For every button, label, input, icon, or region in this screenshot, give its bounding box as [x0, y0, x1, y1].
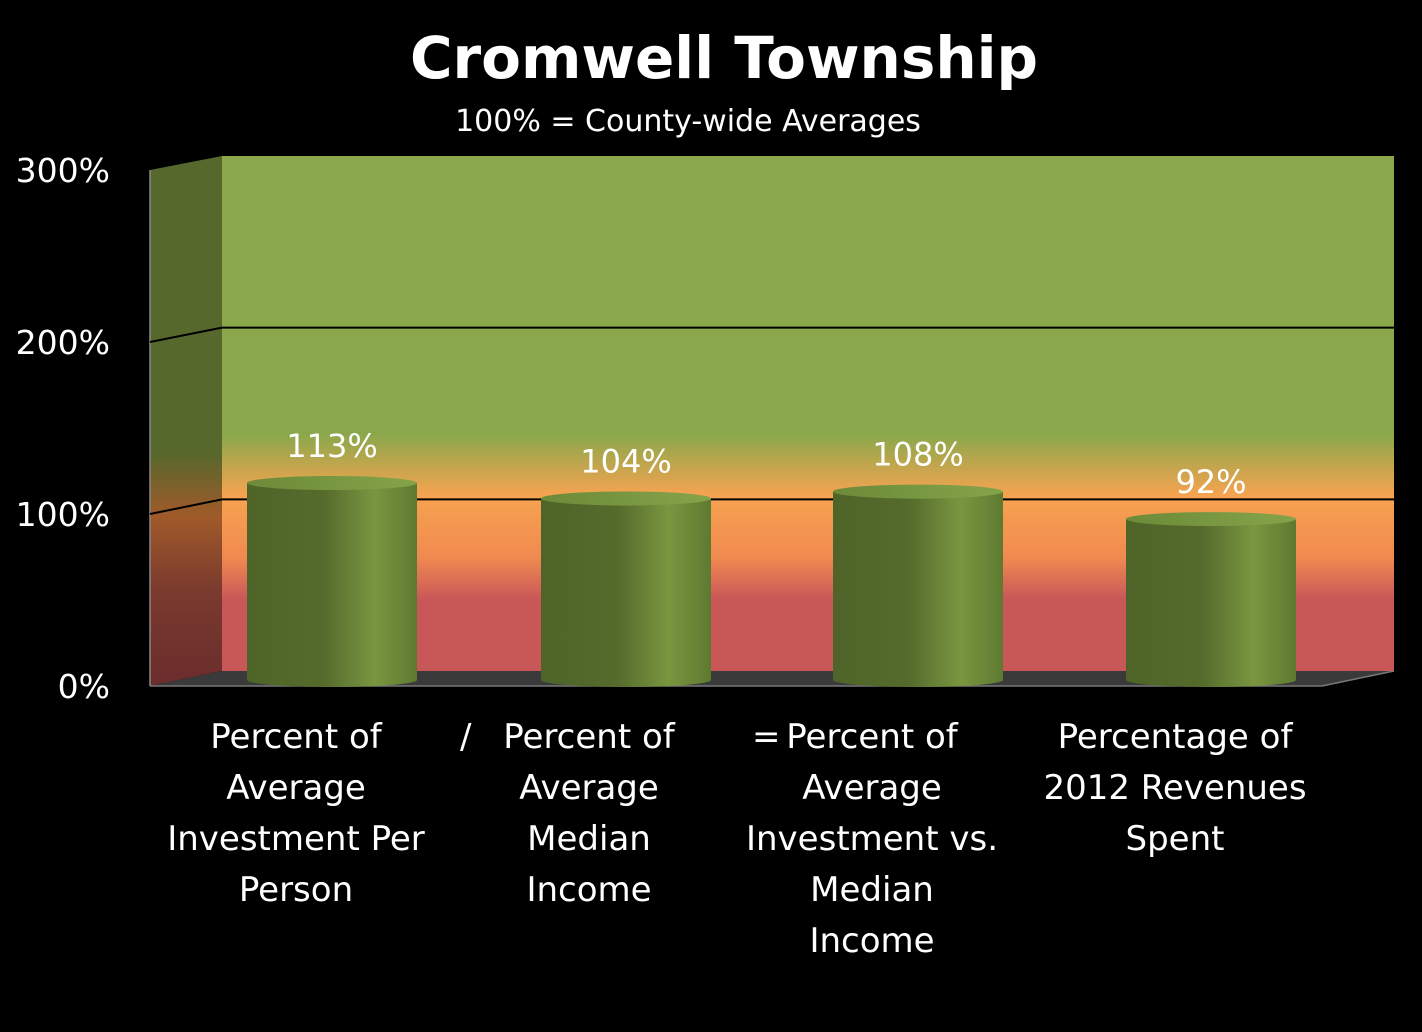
bar-body	[247, 483, 417, 687]
bar-cap	[1126, 512, 1296, 527]
y-tick-label: 300%	[16, 151, 110, 190]
data-label: 108%	[872, 436, 963, 474]
x-category-label: Percent of Average Investment vs. Median…	[745, 717, 999, 961]
bar	[247, 476, 417, 687]
x-category-label: Percent of Average Investment Per Person	[167, 717, 425, 910]
bar-cap	[833, 484, 1003, 499]
floor-right-edge	[1321, 670, 1395, 687]
y-tick-label: 0%	[58, 667, 110, 706]
operator-symbol: /	[460, 717, 472, 757]
operator-symbol: =	[752, 717, 781, 757]
floor	[150, 671, 1394, 686]
chart-title: Cromwell Township	[410, 24, 1038, 92]
y-tick-label: 100%	[16, 495, 110, 534]
data-label: 104%	[580, 442, 671, 480]
bar-body	[1126, 519, 1296, 687]
bar-body	[833, 491, 1003, 687]
bar-cap	[247, 476, 417, 491]
bar-cap	[541, 491, 711, 506]
side-wall	[150, 156, 222, 686]
data-label: 92%	[1175, 463, 1246, 501]
gridline-side	[149, 326, 223, 343]
data-label: 113%	[286, 427, 377, 465]
bar	[541, 491, 711, 687]
bar-body	[541, 498, 711, 687]
chart-subtitle: 100% = County-wide Averages	[455, 104, 921, 139]
bar	[833, 484, 1003, 687]
x-category-label: Percent of Average Median Income	[503, 717, 675, 910]
gridline-side	[149, 498, 223, 515]
y-tick-label: 200%	[16, 323, 110, 362]
x-category-label: Percentage of 2012 Revenues Spent	[1043, 717, 1307, 859]
bar	[1126, 512, 1296, 687]
